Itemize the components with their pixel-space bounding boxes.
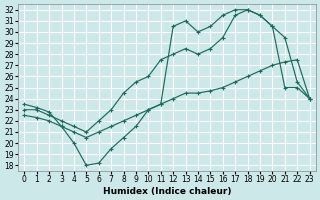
X-axis label: Humidex (Indice chaleur): Humidex (Indice chaleur) [103,187,231,196]
